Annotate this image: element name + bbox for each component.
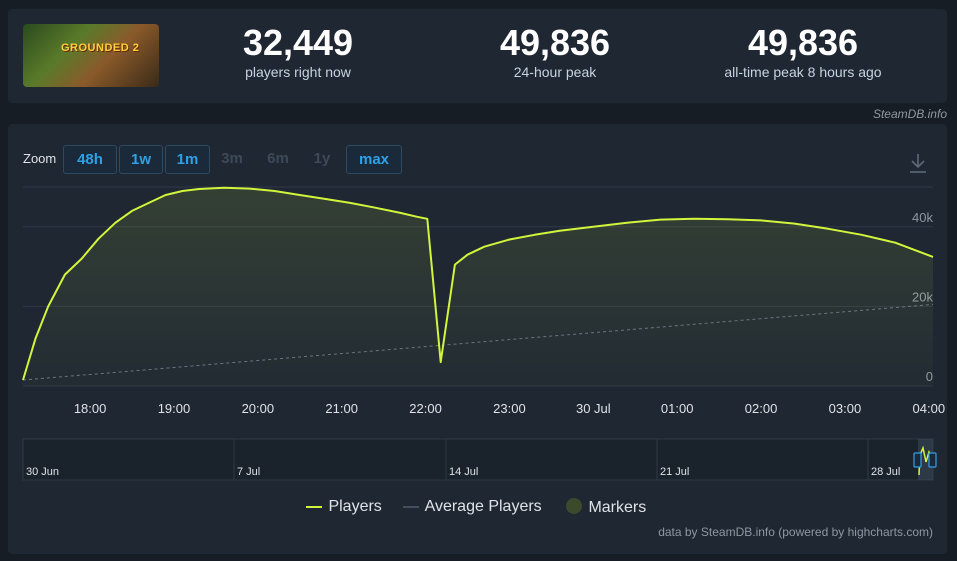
game-logo: GROUNDED 2 xyxy=(61,42,140,54)
x-tick-label: 23:00 xyxy=(493,401,526,416)
stats-card: GROUNDED 2 32,449 players right now 49,8… xyxy=(8,9,947,103)
zoom-button-3m[interactable]: 3m xyxy=(221,150,243,167)
peak-all-value: 49,836 xyxy=(747,22,859,63)
players-now-value: 32,449 xyxy=(242,22,354,63)
zoom-button-1w[interactable]: 1w xyxy=(119,145,163,174)
x-tick-label: 04:00 xyxy=(913,401,946,416)
legend-item-average-players[interactable]: Average Players xyxy=(403,498,542,516)
x-tick-label: 21:00 xyxy=(325,401,358,416)
players-now-label: players right now xyxy=(245,64,351,80)
navigator-handle-right[interactable] xyxy=(928,452,937,468)
players-line xyxy=(22,186,934,381)
legend-markers-label: Markers xyxy=(588,499,647,516)
stat-players-now: 32,449 players right now xyxy=(188,23,408,81)
steamdb-credit-link[interactable]: SteamDB.info xyxy=(872,107,947,121)
navigator-date-label: 14 Jul xyxy=(449,466,478,478)
x-tick-label: 02:00 xyxy=(745,401,778,416)
legend-item-markers[interactable]: Markers xyxy=(566,498,646,517)
y-tick-label: 40k xyxy=(912,210,933,225)
zoom-button-max[interactable]: max xyxy=(346,145,402,174)
x-tick-label: 20:00 xyxy=(242,401,275,416)
navigator-date-label: 7 Jul xyxy=(237,466,260,478)
legend-average-label: Average Players xyxy=(424,498,542,515)
highcharts-credit[interactable]: data by SteamDB.info (powered by highcha… xyxy=(658,525,933,539)
zoom-label: Zoom xyxy=(23,151,57,166)
peak-24h-label: 24-hour peak xyxy=(513,64,597,80)
zoom-button-1m[interactable]: 1m xyxy=(165,145,210,174)
zoom-button-6m[interactable]: 6m xyxy=(267,150,289,167)
x-tick-label: 22:00 xyxy=(409,401,442,416)
x-tick-label: 30 Jul xyxy=(576,401,611,416)
navigator-date-label: 30 Jun xyxy=(26,466,59,478)
x-tick-label: 03:00 xyxy=(829,401,862,416)
legend-markers-swatch xyxy=(566,498,582,514)
x-tick-label: 01:00 xyxy=(661,401,694,416)
legend-players-label: Players xyxy=(328,498,382,515)
navigator-date-label: 28 Jul xyxy=(871,466,900,478)
legend-item-players[interactable]: Players xyxy=(306,498,382,516)
navigator xyxy=(22,438,934,481)
navigator-date-label: 21 Jul xyxy=(660,466,689,478)
legend-players-swatch xyxy=(306,506,322,508)
zoom-button-48h[interactable]: 48h xyxy=(63,145,117,174)
average-players-line xyxy=(22,303,934,381)
peak-all-label: all-time peak 8 hours ago xyxy=(724,64,882,80)
stat-all-time-peak: 49,836 all-time peak 8 hours ago xyxy=(683,23,923,81)
stat-24h-peak: 49,836 24-hour peak xyxy=(445,23,665,81)
zoom-button-1y[interactable]: 1y xyxy=(313,150,331,167)
game-thumbnail[interactable]: GROUNDED 2 xyxy=(23,24,159,87)
x-tick-label: 18:00 xyxy=(74,401,107,416)
x-tick-label: 19:00 xyxy=(158,401,191,416)
peak-24h-value: 49,836 xyxy=(499,22,611,63)
players-area xyxy=(23,187,933,386)
navigator-handle-left[interactable] xyxy=(913,452,922,468)
legend-average-swatch xyxy=(403,506,419,508)
download-icon[interactable] xyxy=(908,152,928,174)
